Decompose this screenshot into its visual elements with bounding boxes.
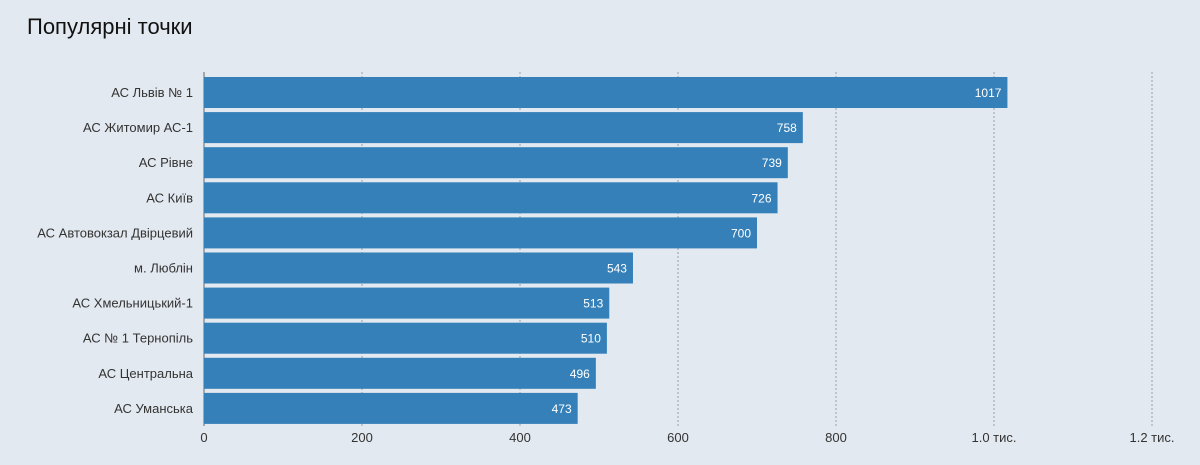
category-label: АС Автовокзал Двірцевий bbox=[37, 225, 193, 240]
bar-value-label: 513 bbox=[583, 297, 603, 311]
bar-value-label: 758 bbox=[777, 121, 797, 135]
value-labels: 1017 758 739 726 700 543 513 510 496 473 bbox=[552, 86, 1002, 416]
bar bbox=[204, 252, 633, 284]
bar bbox=[204, 77, 1008, 108]
category-labels: АС Львів № 1 АС Житомир АС-1 АС Рівне АС Ки… bbox=[37, 85, 193, 416]
x-tick-label: 1.2 тис. bbox=[1129, 430, 1174, 445]
category-label: АС № 1 Тернопіль bbox=[83, 331, 193, 346]
bar-value-label: 473 bbox=[552, 402, 572, 416]
x-axis-ticks: 0 200 400 600 800 1.0 тис. 1.2 тис. bbox=[200, 430, 1174, 445]
bar bbox=[204, 217, 757, 249]
chart-title: Популярні точки bbox=[27, 14, 193, 39]
bars bbox=[204, 77, 1008, 424]
bar-value-label: 700 bbox=[731, 226, 751, 240]
x-tick-label: 200 bbox=[351, 430, 373, 445]
bar bbox=[204, 322, 607, 354]
bar bbox=[204, 112, 803, 144]
category-label: АС Хмельницький-1 bbox=[72, 296, 193, 311]
category-label: АС Київ bbox=[146, 190, 193, 205]
bar bbox=[204, 392, 578, 424]
bar bbox=[204, 147, 788, 179]
category-label: АС Центральна bbox=[98, 366, 193, 381]
category-label: АС Уманська bbox=[114, 401, 194, 416]
category-label: м. Люблін bbox=[134, 261, 193, 276]
x-tick-label: 800 bbox=[825, 430, 847, 445]
bar-value-label: 1017 bbox=[975, 86, 1002, 100]
bar-value-label: 739 bbox=[762, 156, 782, 170]
x-tick-label: 600 bbox=[667, 430, 689, 445]
x-tick-label: 400 bbox=[509, 430, 531, 445]
bar bbox=[204, 182, 778, 214]
bar-value-label: 496 bbox=[570, 367, 590, 381]
category-label: АС Львів № 1 bbox=[111, 85, 193, 100]
x-tick-label: 0 bbox=[200, 430, 207, 445]
bar-value-label: 726 bbox=[752, 191, 772, 205]
bar-value-label: 510 bbox=[581, 332, 601, 346]
bar bbox=[204, 357, 596, 389]
x-tick-label: 1.0 тис. bbox=[971, 430, 1016, 445]
category-label: АС Житомир АС-1 bbox=[83, 120, 193, 135]
category-label: АС Рівне bbox=[139, 155, 193, 170]
bar-value-label: 543 bbox=[607, 262, 627, 276]
bar bbox=[204, 287, 610, 319]
